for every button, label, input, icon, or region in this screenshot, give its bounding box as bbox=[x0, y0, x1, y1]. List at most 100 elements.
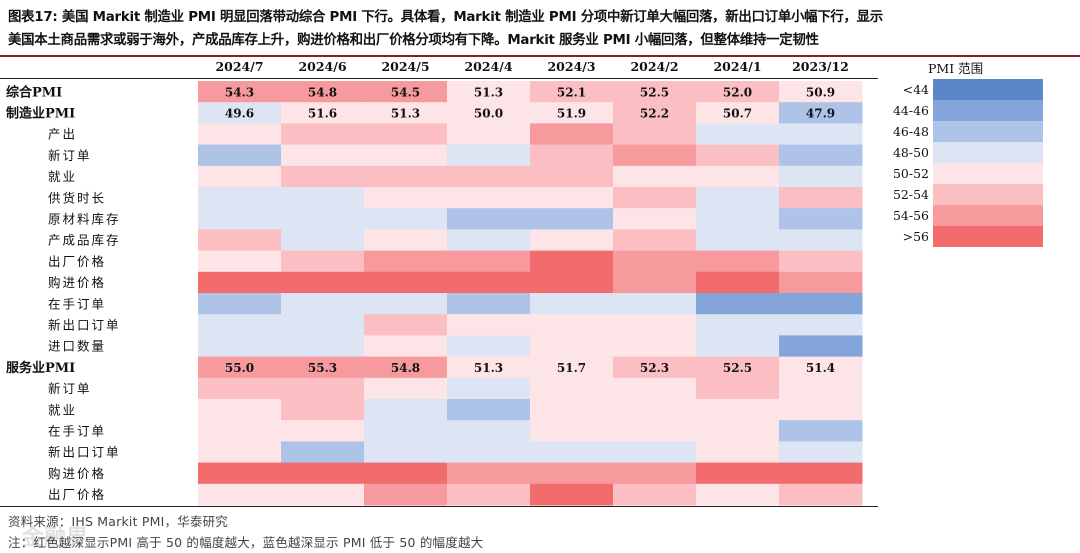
column-header: 2023/12 bbox=[792, 59, 849, 74]
heatmap-cell bbox=[696, 293, 780, 315]
heatmap-cell bbox=[530, 229, 614, 252]
row-label: 就业 bbox=[48, 169, 77, 184]
cell-value: 51.6 bbox=[308, 106, 337, 120]
heatmap-cell bbox=[364, 462, 448, 485]
heatmap-cell bbox=[779, 102, 863, 124]
row-label: 产成品库存 bbox=[48, 233, 121, 248]
heatmap-cell bbox=[696, 271, 780, 294]
heatmap-cell bbox=[198, 144, 282, 167]
heatmap-cell bbox=[281, 102, 365, 124]
heatmap-cell bbox=[281, 187, 365, 209]
cell-value: 51.4 bbox=[806, 361, 835, 375]
heatmap-cell bbox=[696, 123, 780, 146]
title-line-1: 图表17: 美国 Markit 制造业 PMI 明显回落带动综合 PMI 下行。… bbox=[8, 10, 883, 25]
row-label: 产出 bbox=[48, 127, 77, 142]
figure-title: 图表17: 美国 Markit 制造业 PMI 明显回落带动综合 PMI 下行。… bbox=[8, 6, 1074, 52]
heatmap-cell bbox=[530, 420, 614, 442]
legend-label: 54-56 bbox=[893, 208, 929, 223]
heatmap-cell bbox=[198, 335, 282, 358]
heatmap-cell bbox=[696, 483, 780, 506]
heatmap-cell bbox=[447, 271, 531, 294]
bottom-divider bbox=[0, 506, 878, 507]
heatmap-cell bbox=[613, 165, 697, 188]
heatmap-cell bbox=[198, 187, 282, 209]
heatmap-cell bbox=[198, 293, 282, 315]
heatmap-cell bbox=[281, 271, 365, 294]
heatmap-cell bbox=[281, 229, 365, 252]
row-label: 原材料库存 bbox=[48, 211, 121, 226]
heatmap-cell bbox=[530, 271, 614, 294]
heatmap-cell bbox=[779, 123, 863, 146]
heatmap-cell bbox=[281, 314, 365, 336]
row-label: 在手订单 bbox=[48, 296, 106, 311]
heatmap-cell bbox=[696, 187, 780, 209]
row-label: 综合PMI bbox=[6, 84, 62, 100]
heatmap-cell bbox=[613, 123, 697, 146]
cell-value: 55.3 bbox=[308, 361, 337, 375]
heatmap-cell bbox=[281, 483, 365, 506]
row-label: 购进价格 bbox=[48, 466, 106, 481]
heatmap-cell bbox=[613, 81, 697, 103]
cell-value: 55.0 bbox=[225, 361, 254, 375]
cell-value: 51.7 bbox=[557, 361, 586, 375]
heatmap-cell bbox=[198, 377, 282, 400]
row-label: 购进价格 bbox=[48, 275, 106, 290]
legend-label: 50-52 bbox=[893, 166, 929, 181]
heatmap-cell bbox=[447, 441, 531, 464]
row-label: 在手订单 bbox=[48, 423, 106, 438]
heatmap-cell bbox=[530, 81, 614, 103]
heatmap-cell bbox=[779, 208, 863, 230]
heatmap-cell bbox=[198, 420, 282, 442]
row-label: 出厂价格 bbox=[48, 487, 106, 502]
heatmap-cell bbox=[281, 144, 365, 167]
cell-value: 52.0 bbox=[723, 85, 752, 99]
heatmap-cell bbox=[198, 208, 282, 230]
heatmap-cell bbox=[696, 356, 780, 379]
heatmap-cell bbox=[198, 271, 282, 294]
heatmap-cell bbox=[198, 81, 282, 103]
heatmap-cell bbox=[779, 483, 863, 506]
heatmap-cell bbox=[447, 81, 531, 103]
heatmap-cell bbox=[281, 250, 365, 273]
heatmap-cell bbox=[613, 314, 697, 336]
heatmap-cell bbox=[530, 441, 614, 464]
cell-value: 54.3 bbox=[225, 85, 254, 99]
heatmap-cell bbox=[447, 165, 531, 188]
heatmap-cell bbox=[198, 123, 282, 146]
heatmap-cell bbox=[779, 462, 863, 485]
heatmap-cell bbox=[530, 377, 614, 400]
heatmap-cell bbox=[779, 293, 863, 315]
heatmap-cell bbox=[281, 81, 365, 103]
heatmap-cell bbox=[364, 356, 448, 379]
column-headers: 2024/7 2024/6 2024/5 2024/4 2024/3 2024/2 2024… bbox=[215, 59, 848, 74]
legend-swatch bbox=[933, 100, 1043, 121]
heatmap-cell bbox=[281, 462, 365, 485]
legend-swatch bbox=[933, 142, 1043, 163]
header-divider bbox=[0, 78, 878, 79]
heatmap-cell bbox=[779, 144, 863, 167]
footnote: 注：红色越深显示PMI 高于 50 的幅度越大，蓝色越深显示 PMI 低于 50… bbox=[8, 535, 484, 550]
heatmap-cell bbox=[613, 144, 697, 167]
heatmap-cell bbox=[530, 102, 614, 124]
heatmap-cell bbox=[447, 314, 531, 336]
title-divider bbox=[0, 55, 1080, 57]
heatmap-cell bbox=[779, 377, 863, 400]
heatmap-cell bbox=[779, 335, 863, 358]
legend-swatch bbox=[933, 226, 1043, 247]
row-labels: 综合PMI制造业PMI产出新订单就业供货时长原材料库存产成品库存出厂价格购进价格… bbox=[6, 84, 121, 502]
heatmap-cell bbox=[281, 356, 365, 379]
cell-value: 51.3 bbox=[391, 106, 420, 120]
heatmap-cell bbox=[364, 271, 448, 294]
heatmap-cell bbox=[364, 399, 448, 421]
heatmap-cell bbox=[364, 441, 448, 464]
heatmap-cell bbox=[198, 165, 282, 188]
column-header: 2024/6 bbox=[298, 59, 346, 74]
heatmap-cell bbox=[779, 250, 863, 273]
heatmap-cell bbox=[530, 483, 614, 506]
heatmap-cell bbox=[198, 441, 282, 464]
heatmap-cell bbox=[281, 420, 365, 442]
heatmap-cell bbox=[364, 144, 448, 167]
cell-value: 50.9 bbox=[806, 85, 835, 99]
row-label: 新出口订单 bbox=[48, 445, 121, 460]
heatmap-cell bbox=[613, 483, 697, 506]
